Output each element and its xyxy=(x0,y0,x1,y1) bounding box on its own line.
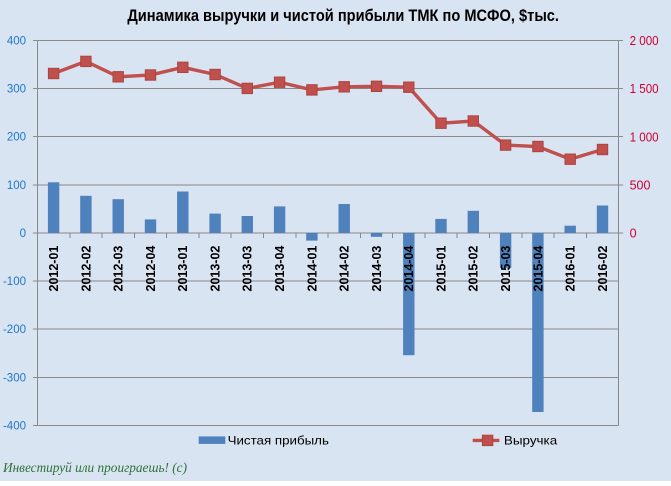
svg-text:100: 100 xyxy=(7,180,26,192)
svg-text:2014-04: 2014-04 xyxy=(402,246,416,292)
svg-text:2014-01: 2014-01 xyxy=(305,246,319,292)
svg-text:2015-04: 2015-04 xyxy=(531,246,545,292)
svg-text:2013-03: 2013-03 xyxy=(241,246,255,292)
svg-text:2012-01: 2012-01 xyxy=(47,246,61,292)
svg-text:1 000: 1 000 xyxy=(630,130,659,144)
svg-text:Выручка: Выручка xyxy=(504,433,558,447)
svg-text:2012-02: 2012-02 xyxy=(79,246,93,292)
svg-text:Чистая прибыль: Чистая прибыль xyxy=(228,433,329,447)
svg-text:1 500: 1 500 xyxy=(630,82,659,96)
svg-text:2015-01: 2015-01 xyxy=(434,246,448,292)
svg-text:2016-02: 2016-02 xyxy=(596,246,610,292)
svg-text:2 000: 2 000 xyxy=(630,34,659,48)
svg-text:-300: -300 xyxy=(3,372,26,384)
svg-text:-200: -200 xyxy=(3,324,26,336)
svg-text:Инвестируй или проиграешь! (с): Инвестируй или проиграешь! (с) xyxy=(2,461,187,476)
svg-text:-100: -100 xyxy=(3,276,26,288)
svg-text:2012-03: 2012-03 xyxy=(112,246,126,292)
svg-text:-400: -400 xyxy=(3,421,26,433)
svg-text:2014-03: 2014-03 xyxy=(370,246,384,292)
svg-text:400: 400 xyxy=(7,35,26,47)
svg-text:2012-04: 2012-04 xyxy=(144,246,158,292)
svg-text:0: 0 xyxy=(630,227,637,241)
svg-text:0: 0 xyxy=(20,228,26,240)
svg-text:Динамика выручки и чистой приб: Динамика выручки и чистой прибыли ТМК по… xyxy=(127,7,559,25)
svg-text:2013-01: 2013-01 xyxy=(176,246,190,292)
svg-text:2015-02: 2015-02 xyxy=(467,246,481,292)
svg-text:300: 300 xyxy=(7,83,26,95)
svg-text:2014-02: 2014-02 xyxy=(338,246,352,292)
svg-text:2016-01: 2016-01 xyxy=(564,246,578,292)
svg-text:200: 200 xyxy=(7,132,26,144)
svg-text:2013-04: 2013-04 xyxy=(273,246,287,292)
svg-text:2015-03: 2015-03 xyxy=(499,246,513,292)
svg-text:500: 500 xyxy=(630,178,651,192)
svg-text:2013-02: 2013-02 xyxy=(209,246,223,292)
